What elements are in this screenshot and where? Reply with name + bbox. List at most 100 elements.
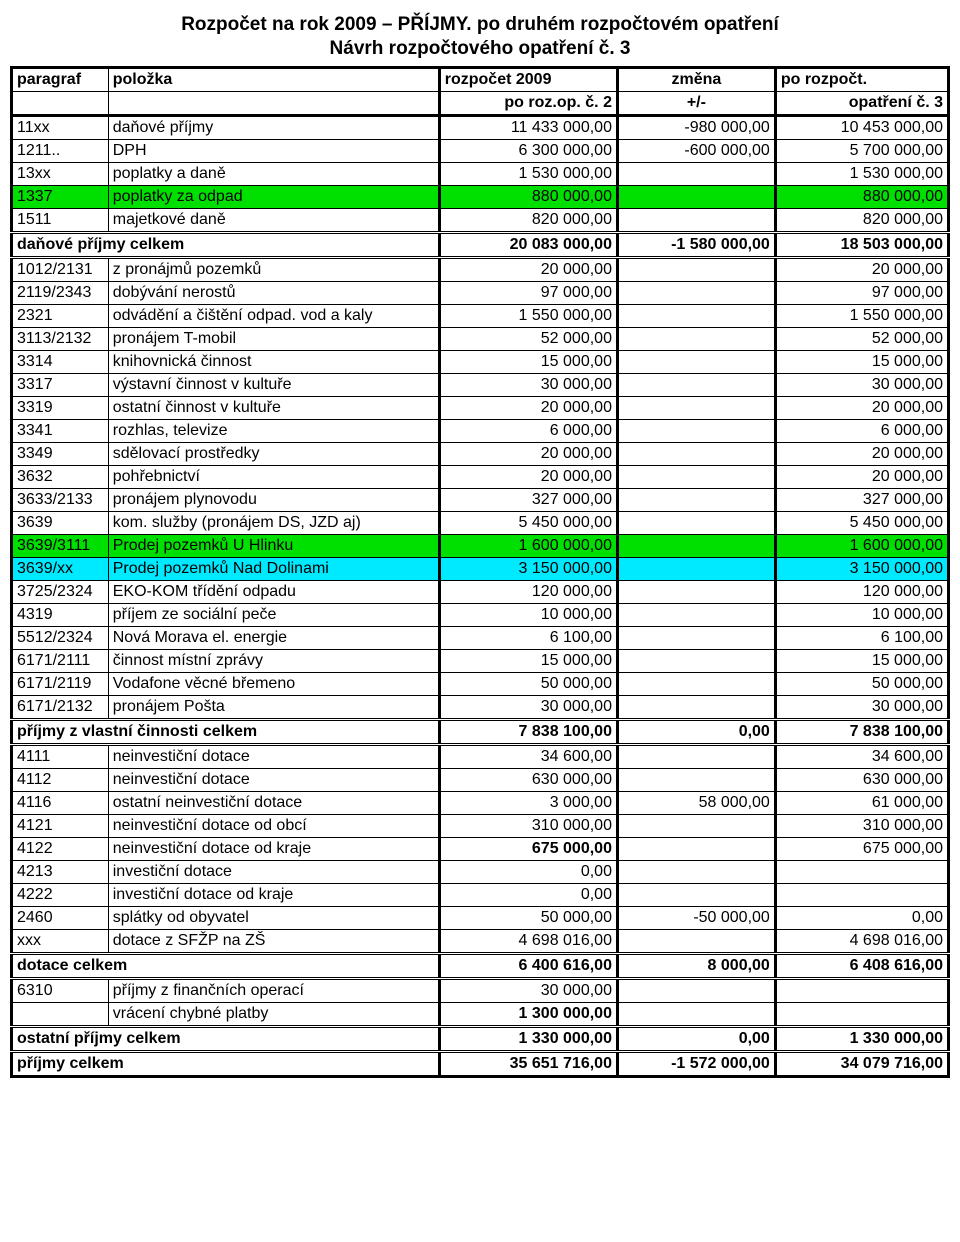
cell: 3633/2133 [12,489,109,512]
table-row: 2460splátky od obyvatel50 000,00-50 000,… [12,907,949,930]
table-row: dotace celkem6 400 616,008 000,006 408 6… [12,954,949,979]
cell: 11xx [12,116,109,140]
cell: 1 530 000,00 [439,163,617,186]
cell: činnost místní zprávy [108,650,439,673]
cell: knihovnická činnost [108,351,439,374]
cell: 50 000,00 [775,673,948,696]
table-row: 4111neinvestiční dotace34 600,0034 600,0… [12,745,949,769]
cell: 3 150 000,00 [775,558,948,581]
cell [617,745,775,769]
cell: investiční dotace [108,861,439,884]
cell: 5 450 000,00 [439,512,617,535]
cell: 310 000,00 [775,815,948,838]
cell: neinvestiční dotace od obcí [108,815,439,838]
cell: 820 000,00 [775,209,948,233]
cell [12,1003,109,1027]
table-row: 1337poplatky za odpad880 000,00880 000,0… [12,186,949,209]
cell: 6 300 000,00 [439,140,617,163]
cell: ostatní příjmy celkem [12,1027,440,1052]
cell: 880 000,00 [439,186,617,209]
cell: 61 000,00 [775,792,948,815]
cell [617,258,775,282]
cell: 20 000,00 [775,466,948,489]
table-row: 3639/xxProdej pozemků Nad Dolinami3 150 … [12,558,949,581]
cell: vrácení chybné platby [108,1003,439,1027]
cell [617,512,775,535]
cell: 11 433 000,00 [439,116,617,140]
cell: 1 550 000,00 [439,305,617,328]
cell: 3319 [12,397,109,420]
cell: příjmy z vlastní činnosti celkem [12,720,440,745]
cell: 1511 [12,209,109,233]
cell: 1 530 000,00 [775,163,948,186]
cell: neinvestiční dotace [108,769,439,792]
cell: 327 000,00 [775,489,948,512]
cell: 50 000,00 [439,673,617,696]
cell: 20 000,00 [775,443,948,466]
subtitle: Návrh rozpočtového opatření č. 3 [10,38,950,60]
cell [617,209,775,233]
cell [617,374,775,397]
cell: 1211.. [12,140,109,163]
cell [617,397,775,420]
cell: 15 000,00 [439,650,617,673]
table-row: 6310příjmy z finančních operací30 000,00 [12,979,949,1003]
cell [617,558,775,581]
cell [617,489,775,512]
cell: 310 000,00 [439,815,617,838]
cell: neinvestiční dotace [108,745,439,769]
cell: -50 000,00 [617,907,775,930]
cell: 327 000,00 [439,489,617,512]
cell [617,282,775,305]
cell: 4116 [12,792,109,815]
cell: dotace celkem [12,954,440,979]
cell [617,769,775,792]
cell: 20 000,00 [775,397,948,420]
cell: poplatky za odpad [108,186,439,209]
cell: xxx [12,930,109,954]
cell: 8 000,00 [617,954,775,979]
cell: 3632 [12,466,109,489]
cell: +/- [617,92,775,116]
table-row: 4213investiční dotace0,00 [12,861,949,884]
cell: 15 000,00 [775,351,948,374]
cell: 5 450 000,00 [775,512,948,535]
table-row: 1012/2131z pronájmů pozemků20 000,0020 0… [12,258,949,282]
table-row: 4116ostatní neinvestiční dotace3 000,005… [12,792,949,815]
cell: 820 000,00 [439,209,617,233]
cell: 1 300 000,00 [439,1003,617,1027]
cell: 2321 [12,305,109,328]
cell: 1 550 000,00 [775,305,948,328]
table-row: 2321odvádění a čištění odpad. vod a kaly… [12,305,949,328]
cell: 6171/2132 [12,696,109,720]
cell: 6 000,00 [775,420,948,443]
cell: -600 000,00 [617,140,775,163]
cell [617,351,775,374]
cell: 4112 [12,769,109,792]
cell: 4122 [12,838,109,861]
cell [617,627,775,650]
cell: Prodej pozemků U Hlinku [108,535,439,558]
cell: majetkové daně [108,209,439,233]
cell: 34 600,00 [439,745,617,769]
cell: 4319 [12,604,109,627]
cell: 34 600,00 [775,745,948,769]
table-row: 3113/2132pronájem T-mobil52 000,0052 000… [12,328,949,351]
cell: investiční dotace od kraje [108,884,439,907]
table-row: ostatní příjmy celkem1 330 000,000,001 3… [12,1027,949,1052]
cell [617,443,775,466]
cell: 1 600 000,00 [775,535,948,558]
cell: EKO-KOM třídění odpadu [108,581,439,604]
cell: 7 838 100,00 [775,720,948,745]
cell [108,92,439,116]
cell: 6 000,00 [439,420,617,443]
cell: splátky od obyvatel [108,907,439,930]
cell [617,930,775,954]
cell: 4222 [12,884,109,907]
cell: pronájem T-mobil [108,328,439,351]
table-row: 3639kom. služby (pronájem DS, JZD aj)5 4… [12,512,949,535]
table-row: 4112neinvestiční dotace630 000,00630 000… [12,769,949,792]
cell [617,328,775,351]
cell: 5 700 000,00 [775,140,948,163]
table-row: 4121neinvestiční dotace od obcí310 000,0… [12,815,949,838]
